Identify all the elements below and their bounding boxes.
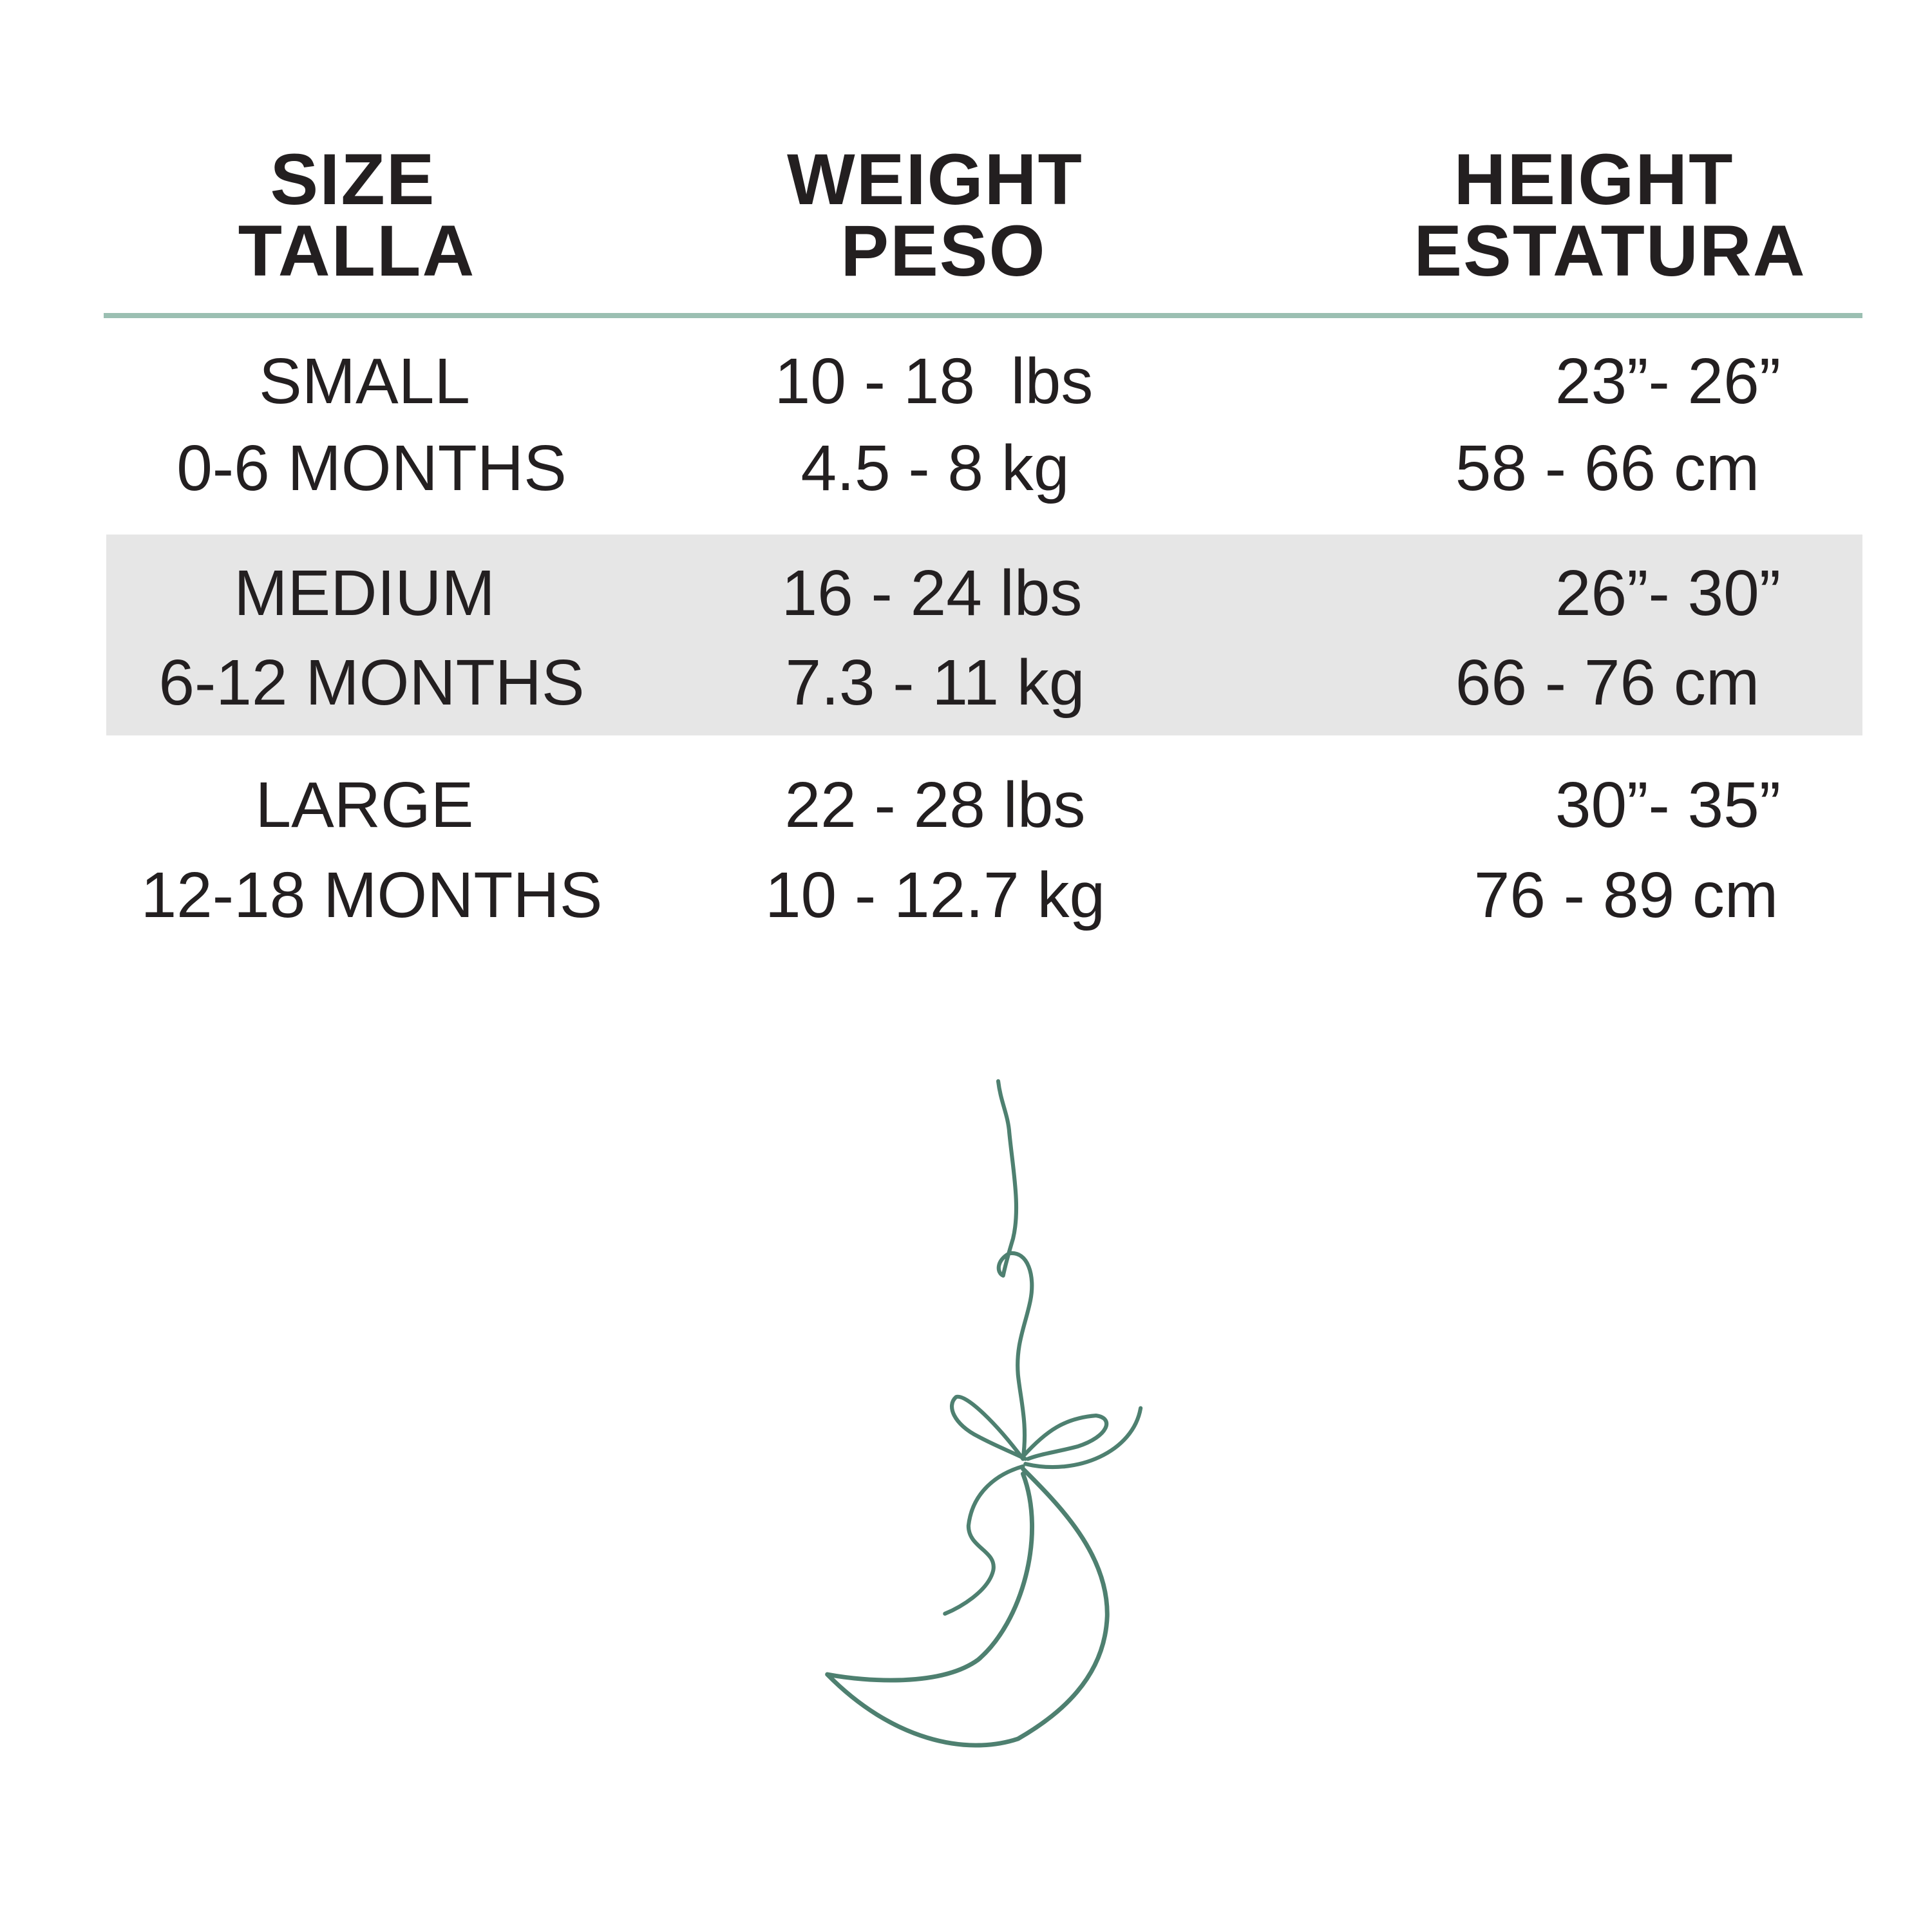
row-small-inches: 23”- 26” [1555, 345, 1781, 417]
row-small-lbs: 10 - 18 lbs [774, 345, 1094, 417]
header-height: HEIGHT [1454, 139, 1734, 220]
header-weight: WEIGHT [787, 139, 1083, 220]
row-small-size: SMALL [259, 345, 470, 417]
header-size: SIZE [270, 139, 436, 220]
row-medium-size: MEDIUM [234, 557, 495, 629]
row-medium-inches: 26”- 30” [1555, 557, 1781, 629]
row-medium-cm: 66 - 76 cm [1455, 647, 1760, 719]
header-divider [104, 313, 1862, 318]
row-medium-lbs: 16 - 24 lbs [781, 557, 1083, 629]
row-highlight-band [106, 535, 1862, 735]
row-large-lbs: 22 - 28 lbs [784, 769, 1086, 841]
row-large-size: LARGE [255, 769, 474, 841]
row-large-kg: 10 - 12.7 kg [764, 859, 1106, 931]
row-small-kg: 4.5 - 8 kg [800, 432, 1070, 504]
row-medium-kg: 7.3 - 11 kg [785, 647, 1085, 719]
row-medium-age: 6-12 MONTHS [158, 647, 585, 719]
row-small-cm: 58 - 66 cm [1455, 432, 1760, 504]
header-estatura: ESTATURA [1414, 211, 1806, 291]
header-talla: TALLA [238, 211, 476, 291]
header-peso: PESO [840, 211, 1046, 291]
row-large-inches: 30”- 35” [1555, 769, 1781, 841]
row-small-age: 0-6 MONTHS [176, 432, 567, 504]
row-large-age: 12-18 MONTHS [140, 859, 603, 931]
row-large-cm: 76 - 89 cm [1473, 859, 1779, 931]
